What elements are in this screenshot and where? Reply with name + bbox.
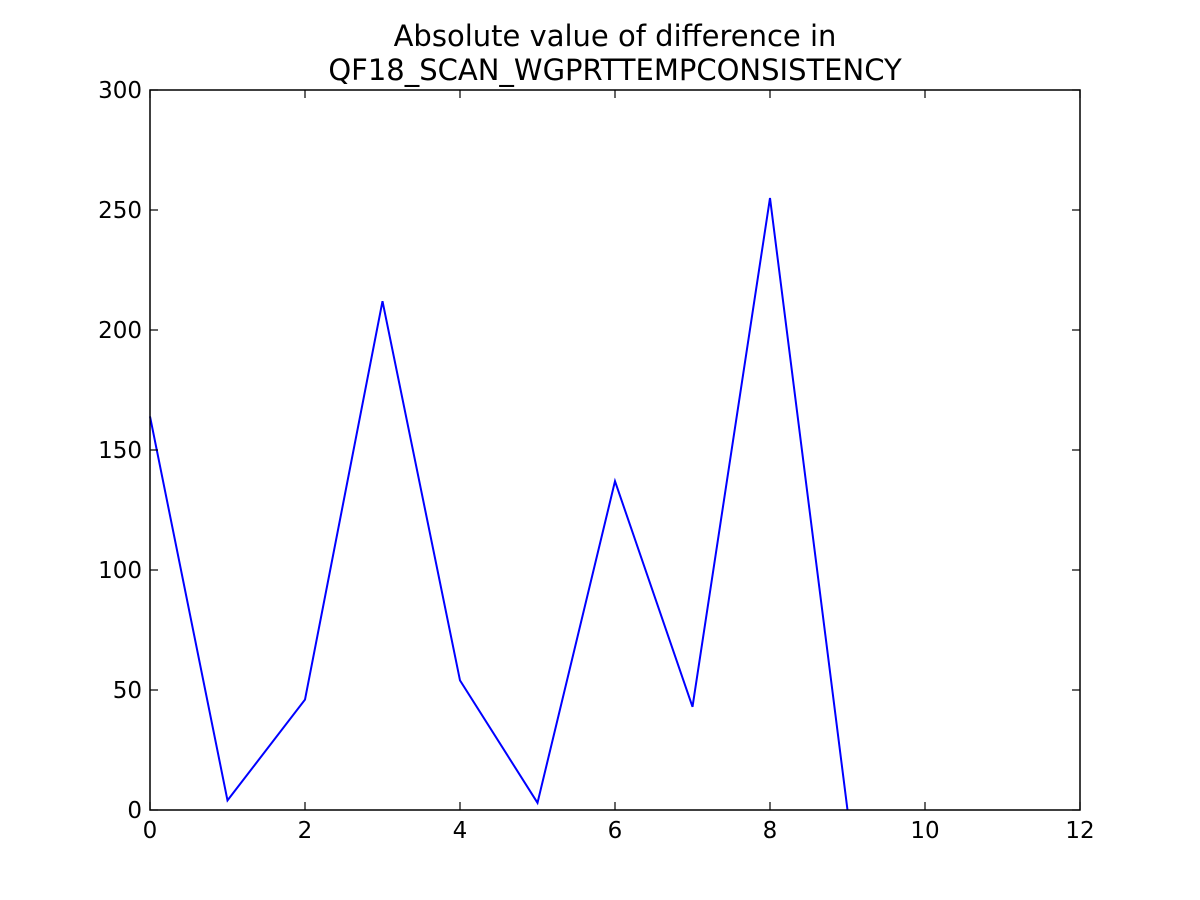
x-tick-label-8: 8 — [763, 818, 778, 844]
x-tick-label-10: 10 — [910, 818, 939, 844]
x-tick-label-2: 2 — [298, 818, 313, 844]
y-tick-label-0: 0 — [127, 798, 142, 824]
plot-area: 0 2 4 6 8 10 12 0 50 100 150 200 250 300 — [98, 78, 1095, 844]
y-tick-label-150: 150 — [98, 438, 142, 464]
x-tick-label-12: 12 — [1065, 818, 1094, 844]
y-tick-label-50: 50 — [113, 678, 142, 704]
y-tick-label-300: 300 — [98, 78, 142, 104]
chart-title-line-1: Absolute value of difference in — [394, 19, 837, 53]
x-tick-label-4: 4 — [453, 818, 468, 844]
chart-title-line-2: QF18_SCAN_WGPRTTEMPCONSISTENCY — [328, 53, 902, 87]
y-tick-label-250: 250 — [98, 198, 142, 224]
y-tick-label-100: 100 — [98, 558, 142, 584]
series-line-segment-0 — [149, 197, 849, 811]
y-tick-label-200: 200 — [98, 318, 142, 344]
x-tick-label-0: 0 — [143, 818, 158, 844]
x-tick-label-6: 6 — [608, 818, 623, 844]
